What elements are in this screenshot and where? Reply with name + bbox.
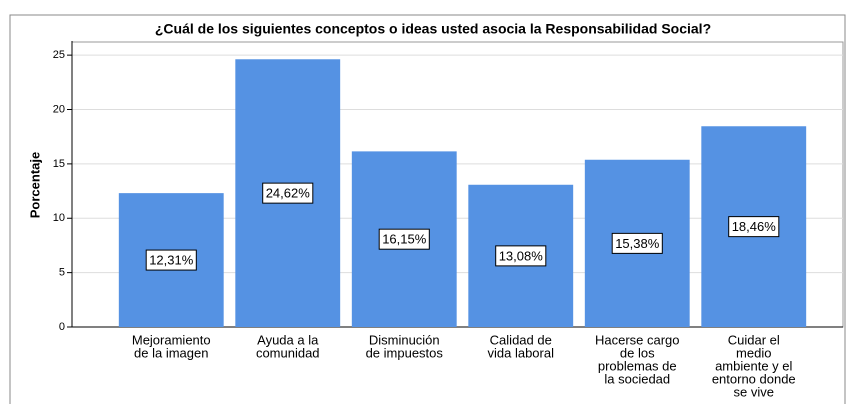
value-label: 12,31% xyxy=(149,253,194,268)
y-tick-label: 10 xyxy=(53,212,65,224)
x-tick-label: la sociedad xyxy=(604,371,670,386)
x-tick-label: de los xyxy=(620,345,655,360)
x-tick-label: medio xyxy=(736,345,771,360)
x-tick-label: se vive xyxy=(734,384,774,399)
y-tick-label: 5 xyxy=(59,267,65,279)
x-tick-label: Calidad de xyxy=(490,332,552,347)
value-label-box xyxy=(378,228,430,250)
value-label-box xyxy=(495,245,547,267)
value-label: 16,15% xyxy=(382,232,427,247)
x-tick-label: ambiente y el xyxy=(715,358,792,373)
x-tick-label: Hacerse cargo xyxy=(595,332,680,347)
x-tick-label: Mejoramiento xyxy=(132,332,211,347)
x-tick-label: problemas de xyxy=(598,358,677,373)
x-tick-label: comunidad xyxy=(256,345,320,360)
x-tick-label: Cuidar el xyxy=(728,332,780,347)
chart-title: ¿Cuál de los siguientes conceptos o idea… xyxy=(155,21,711,37)
x-tick-label: Ayuda a la xyxy=(257,332,319,347)
value-label: 24,62% xyxy=(266,186,311,201)
y-axis-label: Porcentaje xyxy=(27,152,42,218)
value-label-box xyxy=(728,216,780,238)
value-label: 15,38% xyxy=(615,236,660,251)
value-label-box xyxy=(611,232,663,254)
value-label-box xyxy=(262,182,314,204)
y-tick-label: 15 xyxy=(53,158,65,170)
x-tick-label: de impuestos xyxy=(366,345,444,360)
x-tick-label: entorno donde xyxy=(712,371,796,386)
x-tick-label: de la imagen xyxy=(134,345,208,360)
y-tick-label: 20 xyxy=(53,103,65,115)
value-label-box xyxy=(145,249,197,271)
x-tick-label: Disminución xyxy=(369,332,440,347)
x-tick-label: vida laboral xyxy=(488,345,555,360)
chart-frame xyxy=(9,14,846,404)
y-tick-label: 0 xyxy=(59,321,65,333)
y-tick-label: 25 xyxy=(53,49,65,61)
value-label: 13,08% xyxy=(499,248,544,263)
value-label: 18,46% xyxy=(732,219,777,234)
